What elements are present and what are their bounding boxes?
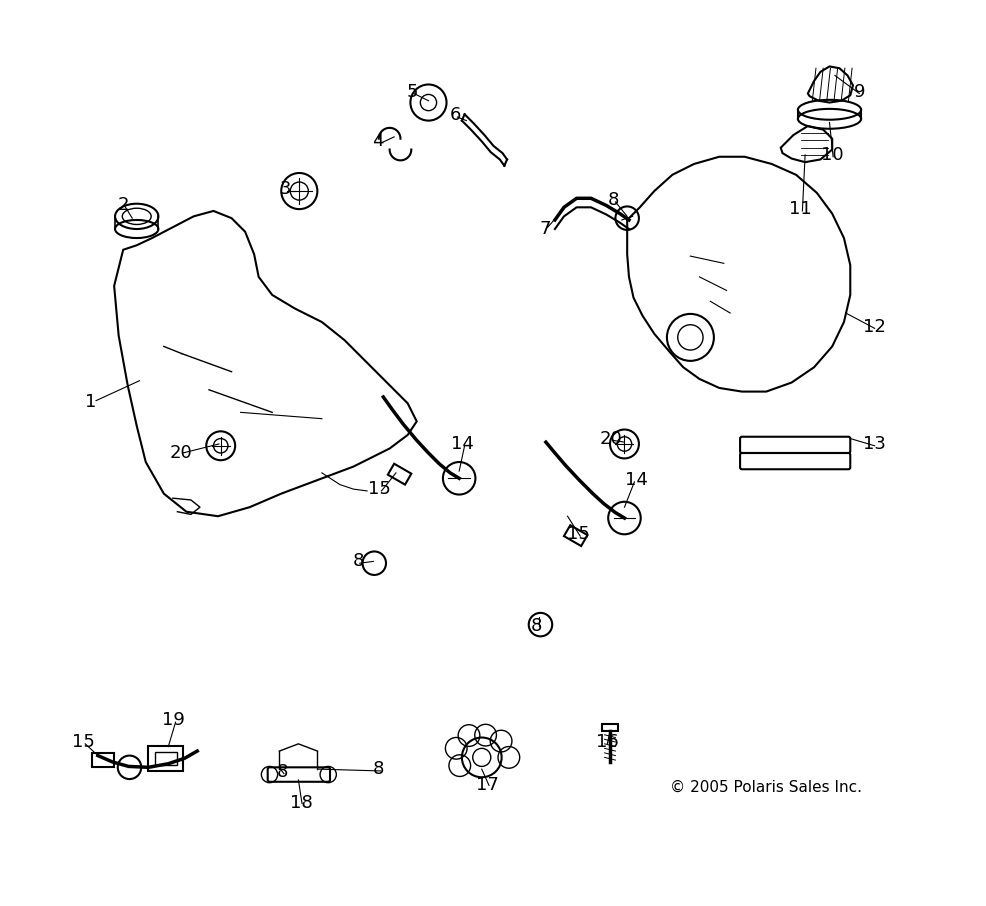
Text: 16: 16 [596, 733, 618, 751]
Text: 15: 15 [566, 525, 590, 544]
Text: 8: 8 [352, 553, 363, 571]
Text: 15: 15 [72, 733, 95, 751]
Bar [387, 464, 411, 485]
Text: 14: 14 [451, 435, 473, 453]
Text: 12: 12 [863, 317, 885, 335]
Text: 1: 1 [85, 393, 97, 411]
Text: 17: 17 [475, 776, 498, 795]
Text: 10: 10 [820, 146, 843, 164]
Text: 6: 6 [450, 106, 460, 124]
Text: © 2005 Polaris Sales Inc.: © 2005 Polaris Sales Inc. [669, 780, 861, 795]
Text: 20: 20 [599, 429, 621, 448]
Text: 5: 5 [406, 82, 417, 101]
Text: 20: 20 [170, 444, 192, 462]
Bar [93, 753, 114, 767]
Text: 18: 18 [290, 794, 313, 812]
Text: 8: 8 [530, 617, 542, 635]
Text: 8: 8 [607, 191, 618, 209]
Bar [563, 525, 587, 546]
Bar [148, 746, 182, 771]
Text: 2: 2 [117, 196, 129, 214]
Text: 3: 3 [280, 180, 291, 198]
Text: 14: 14 [624, 471, 647, 489]
Text: 13: 13 [863, 435, 885, 453]
Text: 19: 19 [162, 711, 185, 729]
Text: 15: 15 [368, 480, 390, 498]
Text: 4: 4 [372, 132, 384, 150]
Text: 11: 11 [789, 200, 811, 218]
Text: 7: 7 [538, 220, 550, 238]
Text: 9: 9 [853, 82, 864, 101]
Text: 8: 8 [276, 763, 288, 781]
Text: 8: 8 [373, 760, 385, 778]
Bar [155, 752, 177, 765]
